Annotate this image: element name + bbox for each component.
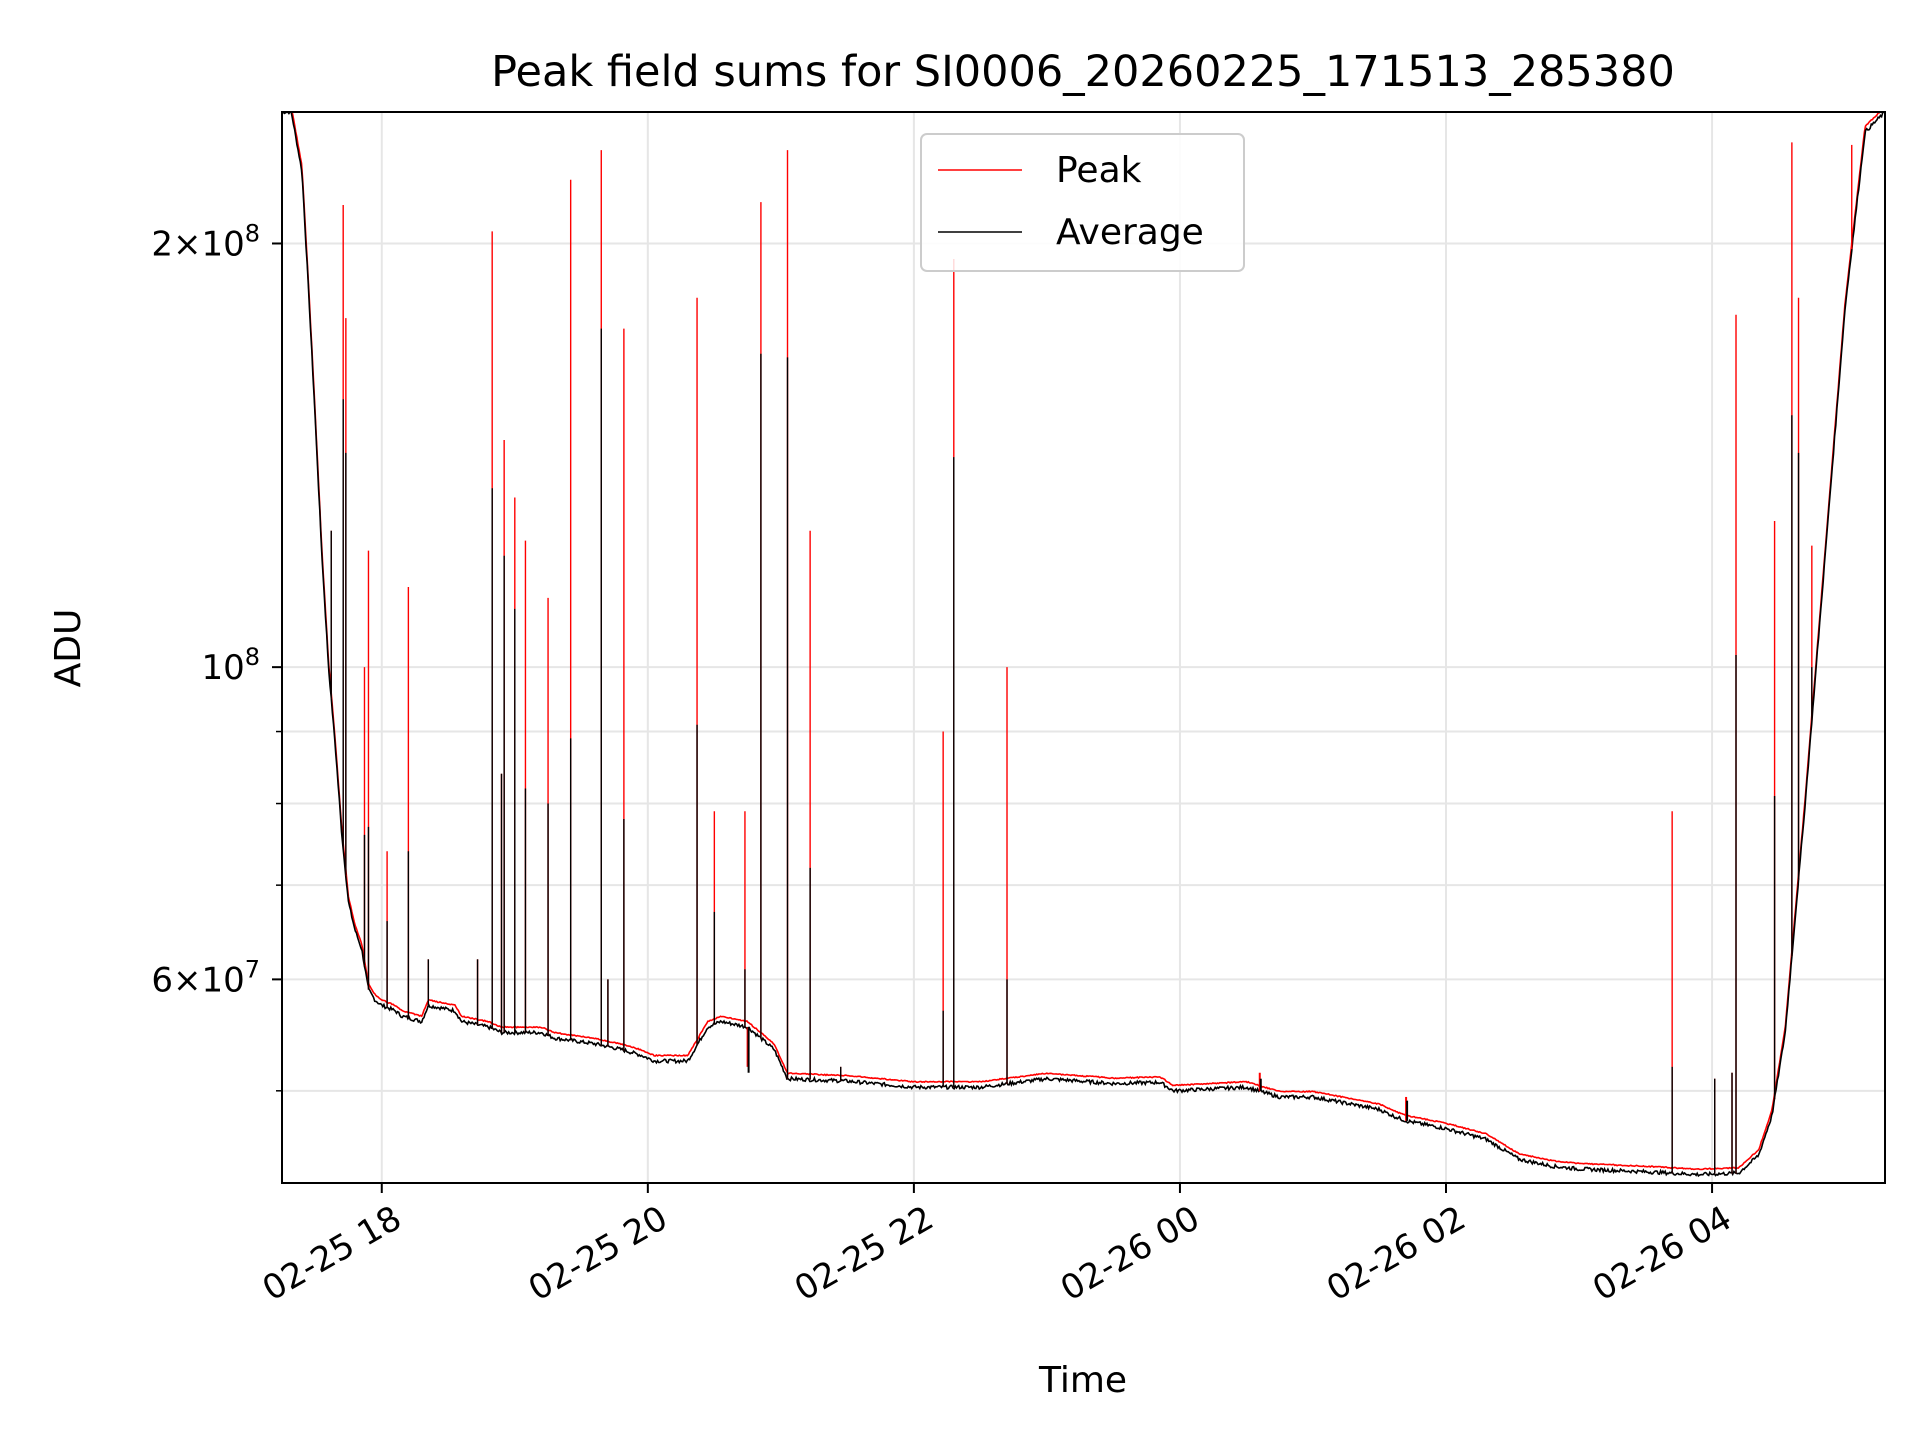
legend-label-average: Average <box>1056 212 1204 253</box>
x-tick-label: 02-26 00 <box>1054 1198 1206 1309</box>
x-tick-label: 02-25 20 <box>522 1198 674 1309</box>
plot-frame <box>281 111 1886 1184</box>
legend: Peak Average <box>920 133 1245 272</box>
series-spikes <box>330 142 1853 1174</box>
y-axis-label: ADU <box>48 609 89 688</box>
x-tick-label: 02-26 02 <box>1320 1198 1472 1309</box>
x-tick-label: 02-25 18 <box>256 1198 408 1309</box>
chart-title: Peak field sums for SI0006_20260225_1715… <box>491 47 1675 97</box>
y-tick-label: 2×108 <box>151 219 260 264</box>
series-bumps <box>746 1027 1409 1121</box>
x-tick-label: 02-25 22 <box>788 1198 940 1309</box>
axes: 02-25 18 02-25 20 02-25 22 02-26 00 02-26 02… <box>151 219 1738 1309</box>
series-line-average <box>282 111 1886 1178</box>
series-line-peak <box>282 111 1885 1171</box>
grid <box>282 112 1885 1183</box>
x-tick-label: 02-26 04 <box>1586 1198 1738 1309</box>
y-tick-label: 108 <box>201 643 260 688</box>
legend-box <box>920 133 1245 272</box>
plot-series <box>282 111 1886 1178</box>
y-tick-label: 6×107 <box>151 955 260 1000</box>
legend-label-peak: Peak <box>1056 150 1142 191</box>
x-axis-label: Time <box>1038 1360 1127 1401</box>
